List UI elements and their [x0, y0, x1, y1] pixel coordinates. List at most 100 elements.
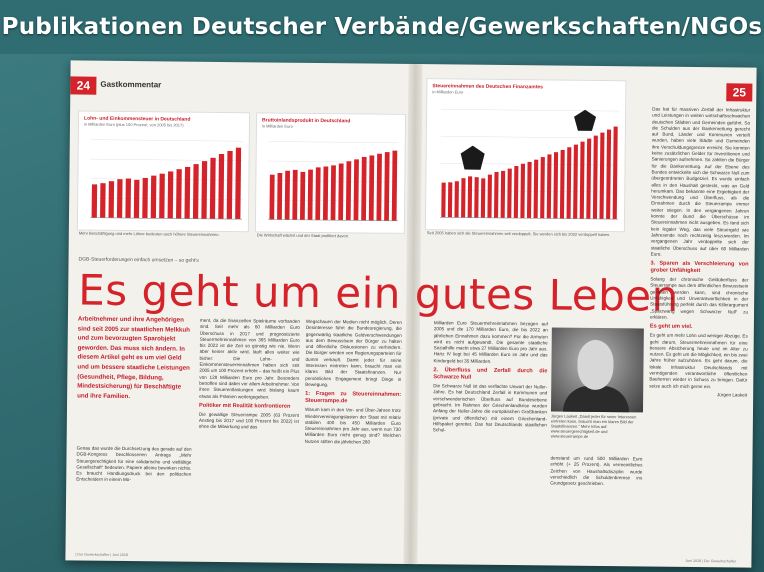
chart-bar — [513, 166, 519, 219]
chart-caption: Die Wirtschaft wächst und der Staat prof… — [256, 232, 350, 239]
article-column: Milliarden Euro Steuermehreinnahmen bezo… — [433, 320, 548, 435]
chart-bar — [540, 157, 545, 219]
chart-bar — [150, 175, 157, 219]
chart-bar — [338, 163, 344, 221]
chart-bar — [447, 182, 453, 218]
page-footer-right: Juni 2018 | Der Gewerkschafter — [685, 558, 736, 564]
chart-bar — [586, 138, 592, 219]
chart-bar — [579, 141, 585, 219]
chart-bar — [167, 171, 174, 219]
page-number-left: 24 — [70, 76, 97, 95]
chart-bar — [108, 181, 115, 218]
chart-bar — [526, 161, 532, 219]
eagle-icon — [574, 109, 597, 131]
chart-bar — [142, 177, 148, 219]
chart-bar — [599, 132, 605, 220]
article-column: Genau das wurde die Durchsetzung des ger… — [76, 445, 192, 483]
author-photo — [550, 327, 644, 413]
chart-bar — [277, 172, 283, 220]
chart-bar — [345, 161, 352, 221]
chart-bar — [592, 135, 598, 219]
chart-bar — [500, 170, 506, 218]
chart-bar — [520, 163, 526, 219]
chart-bar — [384, 152, 390, 221]
chart-bar — [209, 157, 216, 219]
chart-bar — [330, 165, 336, 221]
article-column: denstand um rund 500 Milliarden Euro erh… — [550, 455, 643, 487]
chart-bar — [201, 161, 208, 219]
chart-bar — [91, 184, 98, 218]
chart-gridline — [90, 139, 243, 142]
photo-face — [577, 339, 614, 391]
chart-bar — [487, 174, 492, 218]
chart-bar — [116, 179, 123, 218]
chart-bar — [315, 167, 321, 221]
photo-caption: Jürgen Laukeit „Damit jeder für seine In… — [550, 413, 637, 439]
chart-caption: Seit 2005 haben sich die Steuereinnahmen… — [426, 230, 611, 238]
page-banner-title: Publikationen Deutscher Verbände/Gewerks… — [1, 14, 763, 40]
chart-gridline — [268, 160, 399, 163]
column-text: Das hat für massiven Zerfall der Infrast… — [650, 106, 751, 257]
column-heading: 3. Sparen als Verschleierung von grober … — [650, 260, 749, 275]
column-heading: Es geht um viel. — [649, 323, 693, 331]
chart-gdp: Bruttoinlandsprodukt in Deutschland in M… — [254, 112, 407, 234]
column-heading: 1: Fragen zu Steuereinnahmen: Steuerramp… — [305, 391, 402, 405]
chart-bar — [573, 144, 578, 219]
chart-bar — [546, 154, 552, 219]
column-text: Solang der chronische Geldüberfluss der … — [649, 276, 749, 320]
chart-bar — [391, 150, 398, 221]
chart-x-axis — [89, 217, 242, 220]
chart-bar — [353, 159, 359, 221]
chart-bar — [507, 168, 512, 219]
chart-x-axis — [267, 219, 398, 222]
article-headline: Es geht um ein gutes Leben — [77, 265, 679, 321]
chart-bar — [226, 150, 233, 220]
author-name: Jürgen Laukeit — [717, 392, 748, 398]
chart-gridline — [440, 136, 619, 139]
page-footer-left: | Der Gewerkschafter | Juni 2018 — [75, 552, 128, 558]
article-kicker: DGB-Steuerforderungen einfach umsetzen –… — [78, 256, 199, 264]
chart-bar — [235, 147, 242, 220]
chart-svg — [267, 141, 399, 222]
chart-bar — [553, 152, 559, 219]
article-column: Wegschauen der Medien nicht möglich. Der… — [305, 319, 402, 446]
chart-svg — [440, 109, 620, 220]
eagle-icon — [460, 145, 485, 170]
chart-bar — [480, 178, 486, 218]
page-number-right: 25 — [726, 83, 753, 102]
chart-bar — [494, 171, 499, 218]
chart-gridline — [90, 197, 243, 200]
chart-bar — [454, 181, 459, 218]
chart-gridline — [90, 178, 243, 181]
column-heading: Politiker mit Realität konfrontieren — [198, 402, 291, 410]
chart-bar — [368, 155, 375, 221]
chart-bar — [441, 182, 446, 218]
chart-gridline — [90, 158, 243, 161]
chart-x-axis — [440, 216, 619, 220]
chart-bar — [467, 176, 473, 218]
chart-bar — [606, 129, 612, 220]
chart-bar — [218, 153, 225, 220]
column-text: Milliarden Euro Steuermehreinnahmen bezo… — [433, 320, 548, 364]
article-lead: Arbeitnehmer und ihre Angehörigen sind s… — [77, 315, 190, 400]
chart-bar — [361, 156, 367, 221]
column-text: Es geht um mehr Lohn und weniger Abzüge.… — [649, 332, 748, 389]
chart-bar — [307, 169, 313, 220]
article-column: Das hat für massiven Zerfall der Infrast… — [649, 107, 750, 399]
chart-bar — [284, 170, 290, 220]
chart-gridline — [268, 141, 399, 144]
chart-bar — [269, 174, 275, 220]
magazine-spread: 24 Gastkommentar Lohn- und Einkommensteu… — [65, 60, 757, 568]
column-heading: 2. Überfluss und Zerfall durch die Schwa… — [433, 367, 548, 381]
chart-bar — [612, 126, 618, 220]
chart-bar — [474, 177, 479, 218]
chart-bar — [559, 149, 565, 219]
chart-bar — [176, 169, 182, 219]
chart-bar — [159, 173, 165, 219]
chart-bar — [461, 178, 466, 218]
chart-bar — [566, 147, 572, 219]
column-text: Die gewaltige Steuerrampe 2005 (63 Proze… — [198, 411, 299, 430]
chart-bar — [292, 169, 298, 220]
chart-bar — [192, 164, 199, 219]
chart-bar — [184, 166, 191, 219]
